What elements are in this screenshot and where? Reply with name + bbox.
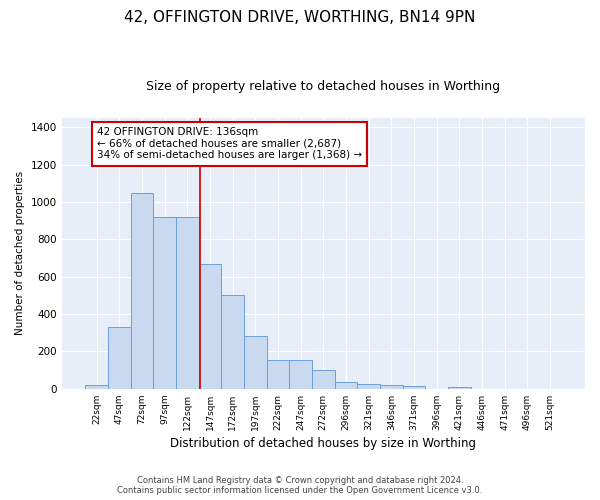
Bar (131, 192, 154, 389)
Y-axis label: Number of detached properties: Number of detached properties (15, 171, 25, 336)
Bar (85, 385, 108, 389)
Bar (199, 264, 221, 389)
Bar (289, 360, 312, 389)
Bar (266, 360, 289, 389)
Bar (312, 370, 335, 389)
Bar (380, 385, 403, 389)
Bar (358, 384, 380, 389)
Bar (108, 327, 131, 389)
Bar (176, 217, 199, 389)
Bar (335, 382, 358, 389)
Text: 42 OFFINGTON DRIVE: 136sqm
← 66% of detached houses are smaller (2,687)
34% of s: 42 OFFINGTON DRIVE: 136sqm ← 66% of deta… (97, 127, 362, 160)
Bar (154, 217, 176, 389)
Text: Contains HM Land Registry data © Crown copyright and database right 2024.
Contai: Contains HM Land Registry data © Crown c… (118, 476, 482, 495)
Bar (244, 336, 266, 389)
Bar (448, 387, 470, 389)
Bar (403, 386, 425, 389)
Text: 42, OFFINGTON DRIVE, WORTHING, BN14 9PN: 42, OFFINGTON DRIVE, WORTHING, BN14 9PN (124, 10, 476, 25)
X-axis label: Distribution of detached houses by size in Worthing: Distribution of detached houses by size … (170, 437, 476, 450)
Bar (221, 296, 244, 389)
Title: Size of property relative to detached houses in Worthing: Size of property relative to detached ho… (146, 80, 500, 93)
